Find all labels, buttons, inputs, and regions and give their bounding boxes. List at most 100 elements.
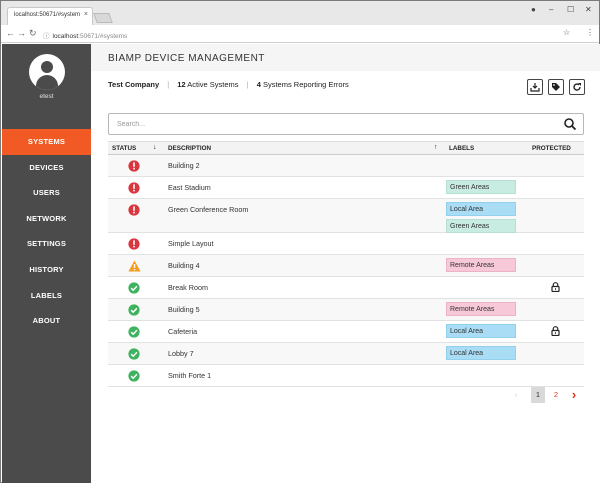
table-row[interactable]: Green Conference Room Local Area Green Are…: [108, 199, 584, 233]
table-body: Building 2 East Stadium Green Areas Green C…: [108, 155, 584, 387]
table-row[interactable]: Building 2: [108, 155, 584, 177]
import-button[interactable]: [527, 79, 543, 95]
sidebar-item-users[interactable]: USERS: [33, 188, 60, 198]
tab-title: localhost:50671/#system: [14, 12, 81, 18]
lock-icon: [551, 282, 560, 294]
ok-check-icon: [128, 348, 140, 360]
error-icon: [128, 182, 140, 194]
summary-bar: Test Company | 12 Active Systems | 4 Sys…: [108, 80, 349, 89]
label-tag[interactable]: Green Areas: [446, 180, 516, 194]
table-row[interactable]: Break Room: [108, 277, 584, 299]
address-bar: ← → ↻ ⓘ localhost:50671/#systems ☆ ⋮: [1, 25, 599, 43]
info-icon[interactable]: ⓘ: [43, 33, 50, 40]
url-host: localhost: [52, 33, 79, 40]
sidebar-item-about[interactable]: ABOUT: [32, 316, 61, 326]
url-field[interactable]: ⓘ localhost:50671/#systems: [39, 28, 539, 40]
system-description[interactable]: Smith Forte 1: [168, 371, 212, 380]
close-tab-icon[interactable]: ×: [83, 11, 88, 18]
account-icon[interactable]: ●: [531, 5, 536, 14]
labels-button[interactable]: [548, 79, 564, 95]
sidebar-item-history[interactable]: HISTORY: [29, 264, 64, 274]
tab-strip: localhost:50671/#system × ● – ☐ ✕: [1, 1, 599, 25]
status-cell: [128, 160, 140, 174]
avatar-body: [36, 75, 58, 90]
tag-icon: [552, 83, 560, 91]
system-description[interactable]: Break Room: [168, 283, 208, 292]
minimize-icon[interactable]: –: [549, 5, 554, 14]
status-cell: [128, 326, 140, 340]
column-header-labels[interactable]: LABELS: [449, 145, 475, 152]
table-header: STATUS ↓ DESCRIPTION ↑ LABELS PROTECTED: [108, 141, 584, 155]
sidebar-item-labels[interactable]: LABELS: [30, 290, 63, 300]
system-description[interactable]: Cafeteria: [168, 327, 198, 336]
sidebar-item-settings[interactable]: SETTINGS: [26, 239, 67, 249]
download-icon: [530, 83, 540, 92]
system-description[interactable]: Building 4: [168, 261, 200, 270]
system-description[interactable]: Green Conference Room: [168, 205, 249, 214]
search-input[interactable]: [117, 118, 547, 131]
labels-cell: Remote Areas: [446, 302, 516, 319]
username: etest: [39, 93, 54, 100]
table-row[interactable]: Lobby 7 Local Area: [108, 343, 584, 365]
sidebar-nav: SYSTEMS DEVICES USERS NETWORK SETTINGS HISTOR…: [2, 129, 91, 334]
status-cell: [128, 282, 140, 296]
table-row[interactable]: Building 4 Remote Areas: [108, 255, 584, 277]
prev-page-icon[interactable]: ‹: [514, 390, 518, 399]
system-description[interactable]: Lobby 7: [168, 349, 194, 358]
summary-divider: |: [167, 80, 170, 89]
system-description[interactable]: Building 5: [168, 305, 200, 314]
system-description[interactable]: Building 2: [168, 161, 200, 170]
table-row[interactable]: Building 5 Remote Areas: [108, 299, 584, 321]
sidebar-item-systems[interactable]: SYSTEMS: [2, 129, 91, 155]
ok-check-icon: [128, 304, 140, 316]
label-tag[interactable]: Remote Areas: [446, 302, 516, 316]
status-cell: [128, 370, 140, 384]
table-row[interactable]: Simple Layout: [108, 233, 584, 255]
label-tag[interactable]: Local Area: [446, 346, 516, 360]
page-2-button[interactable]: 2: [553, 390, 559, 399]
forward-icon[interactable]: →: [17, 28, 26, 38]
table-row[interactable]: Cafeteria Local Area: [108, 321, 584, 343]
label-tag[interactable]: Local Area: [446, 324, 516, 338]
next-page-icon[interactable]: ›: [571, 387, 577, 402]
reload-icon[interactable]: ↻: [29, 28, 37, 38]
back-icon[interactable]: ←: [6, 28, 15, 38]
labels-cell: Remote Areas: [446, 258, 516, 275]
warning-icon: [128, 260, 141, 272]
label-tag[interactable]: Green Areas: [446, 219, 516, 233]
sidebar-item-network[interactable]: NETWORK: [26, 213, 67, 223]
sidebar: etest SYSTEMS DEVICES USERS NETWORK SETTINGS…: [2, 44, 91, 483]
refresh-icon: [573, 83, 581, 91]
error-systems-count: 4: [256, 80, 261, 89]
bookmark-star-icon[interactable]: ☆: [563, 28, 571, 37]
error-systems-label: Systems Reporting Errors: [262, 80, 349, 89]
sort-desc-icon[interactable]: ↓: [153, 144, 157, 151]
new-tab-button[interactable]: [93, 13, 113, 23]
table-row[interactable]: East Stadium Green Areas: [108, 177, 584, 199]
menu-icon[interactable]: ⋮: [586, 28, 594, 37]
sidebar-item-devices[interactable]: DEVICES: [29, 162, 64, 172]
column-header-description[interactable]: DESCRIPTION: [168, 145, 212, 152]
status-cell: [128, 182, 140, 196]
refresh-button[interactable]: [569, 79, 585, 95]
close-window-icon[interactable]: ✕: [585, 5, 592, 14]
error-icon: [128, 238, 140, 250]
browser-tab[interactable]: localhost:50671/#system ×: [7, 7, 93, 25]
search-icon[interactable]: [563, 117, 577, 131]
system-description[interactable]: East Stadium: [168, 183, 211, 192]
labels-cell: Local Area Green Areas: [446, 202, 516, 236]
error-icon: [128, 160, 140, 172]
system-description[interactable]: Simple Layout: [168, 239, 214, 248]
page-1-button[interactable]: 1: [531, 387, 545, 403]
label-tag[interactable]: Local Area: [446, 202, 516, 216]
maximize-icon[interactable]: ☐: [567, 5, 575, 14]
error-icon: [128, 204, 140, 216]
avatar[interactable]: [29, 54, 65, 90]
column-header-protected[interactable]: PROTECTED: [532, 145, 571, 152]
column-header-status[interactable]: STATUS: [112, 145, 137, 152]
table-row[interactable]: Smith Forte 1: [108, 365, 584, 387]
labels-cell: Local Area: [446, 346, 516, 363]
sort-asc-icon[interactable]: ↑: [434, 144, 438, 151]
label-tag[interactable]: Remote Areas: [446, 258, 516, 272]
